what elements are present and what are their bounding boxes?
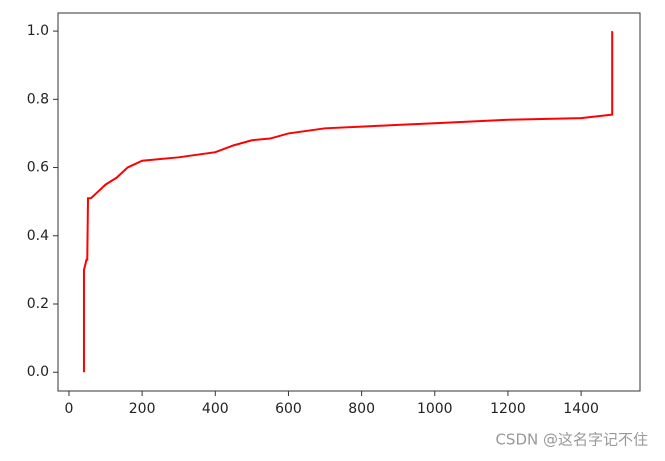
y-tick-label: 0.6 <box>27 160 49 176</box>
x-tick-label: 800 <box>348 401 375 417</box>
x-tick-label: 1200 <box>490 401 526 417</box>
y-tick-label: 0.4 <box>27 228 49 244</box>
plot-frame <box>57 12 641 392</box>
y-tick-label: 0.8 <box>27 91 49 107</box>
x-tick-label: 1400 <box>563 401 599 417</box>
watermark: CSDN @这名字记不住 <box>495 431 648 449</box>
x-tick-label: 200 <box>129 401 156 417</box>
data-line <box>82 31 614 373</box>
y-tick-label: 0.0 <box>27 364 49 380</box>
x-tick-label: 1000 <box>417 401 453 417</box>
x-tick-label: 400 <box>202 401 229 417</box>
x-tick-label: 0 <box>65 401 74 417</box>
y-tick-label: 0.2 <box>27 296 49 312</box>
x-tick-label: 600 <box>275 401 302 417</box>
y-tick-label: 1.0 <box>27 23 49 39</box>
